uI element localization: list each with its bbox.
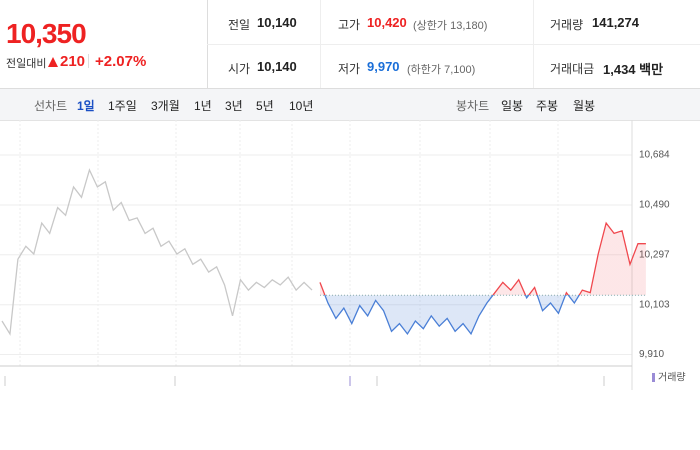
tab[interactable]: 일봉 bbox=[501, 99, 524, 113]
chart: 9,910 10,103 10,297 10,490 10,684 거래량 bbox=[0, 120, 686, 390]
stat-label: 시가 bbox=[228, 62, 251, 76]
y-tick-label: 10,297 bbox=[639, 249, 670, 260]
stat-value: 10,420 bbox=[367, 15, 407, 30]
tab[interactable]: 월봉 bbox=[573, 99, 596, 113]
stat-value: 10,140 bbox=[257, 59, 297, 74]
tab[interactable]: 3개월 bbox=[151, 99, 180, 113]
change: 210 bbox=[60, 53, 86, 70]
tab[interactable]: 1년 bbox=[194, 99, 212, 113]
tab[interactable]: 5년 bbox=[256, 99, 274, 113]
stat-value: 1,434 백만 bbox=[603, 62, 664, 77]
tab[interactable]: 1주일 bbox=[108, 99, 137, 113]
divider bbox=[88, 54, 89, 68]
y-tick-label: 10,684 bbox=[639, 150, 670, 161]
legend-label: 거래량 bbox=[658, 372, 686, 384]
stat-label: 거래대금 bbox=[550, 62, 595, 76]
stat-label: 저가 bbox=[338, 62, 361, 76]
change-rate: +2.07% bbox=[95, 53, 147, 70]
tab[interactable]: 3년 bbox=[225, 99, 243, 113]
tab-label: 봉차트 bbox=[456, 99, 490, 113]
tab[interactable]: 주봉 bbox=[536, 99, 559, 113]
divider bbox=[207, 44, 700, 45]
tab-label: 선차트 bbox=[34, 99, 68, 113]
stat-label: 거래량 bbox=[550, 18, 584, 32]
y-tick-label: 10,490 bbox=[639, 200, 670, 211]
stat-value: 141,274 bbox=[592, 15, 639, 30]
legend-swatch bbox=[652, 373, 655, 382]
current-price: 10,350 bbox=[6, 18, 87, 49]
y-tick-label: 10,103 bbox=[639, 299, 670, 310]
line bbox=[319, 221, 646, 336]
area bbox=[319, 223, 646, 334]
line bbox=[1, 168, 313, 336]
stat-note: (하한가 7,100) bbox=[407, 64, 476, 76]
stat-note: (상한가 13,180) bbox=[413, 20, 488, 32]
header bbox=[0, 0, 700, 89]
change-label: 전일대비 bbox=[6, 58, 47, 70]
stat-label: 전일 bbox=[228, 18, 251, 32]
up-icon bbox=[48, 57, 58, 67]
stat-value: 10,140 bbox=[257, 15, 297, 30]
stat-value: 9,970 bbox=[367, 59, 400, 74]
tab[interactable]: 1일 bbox=[77, 99, 95, 113]
tab[interactable]: 10년 bbox=[289, 99, 314, 113]
y-tick-label: 9,910 bbox=[639, 349, 664, 360]
stat-label: 고가 bbox=[338, 18, 361, 32]
